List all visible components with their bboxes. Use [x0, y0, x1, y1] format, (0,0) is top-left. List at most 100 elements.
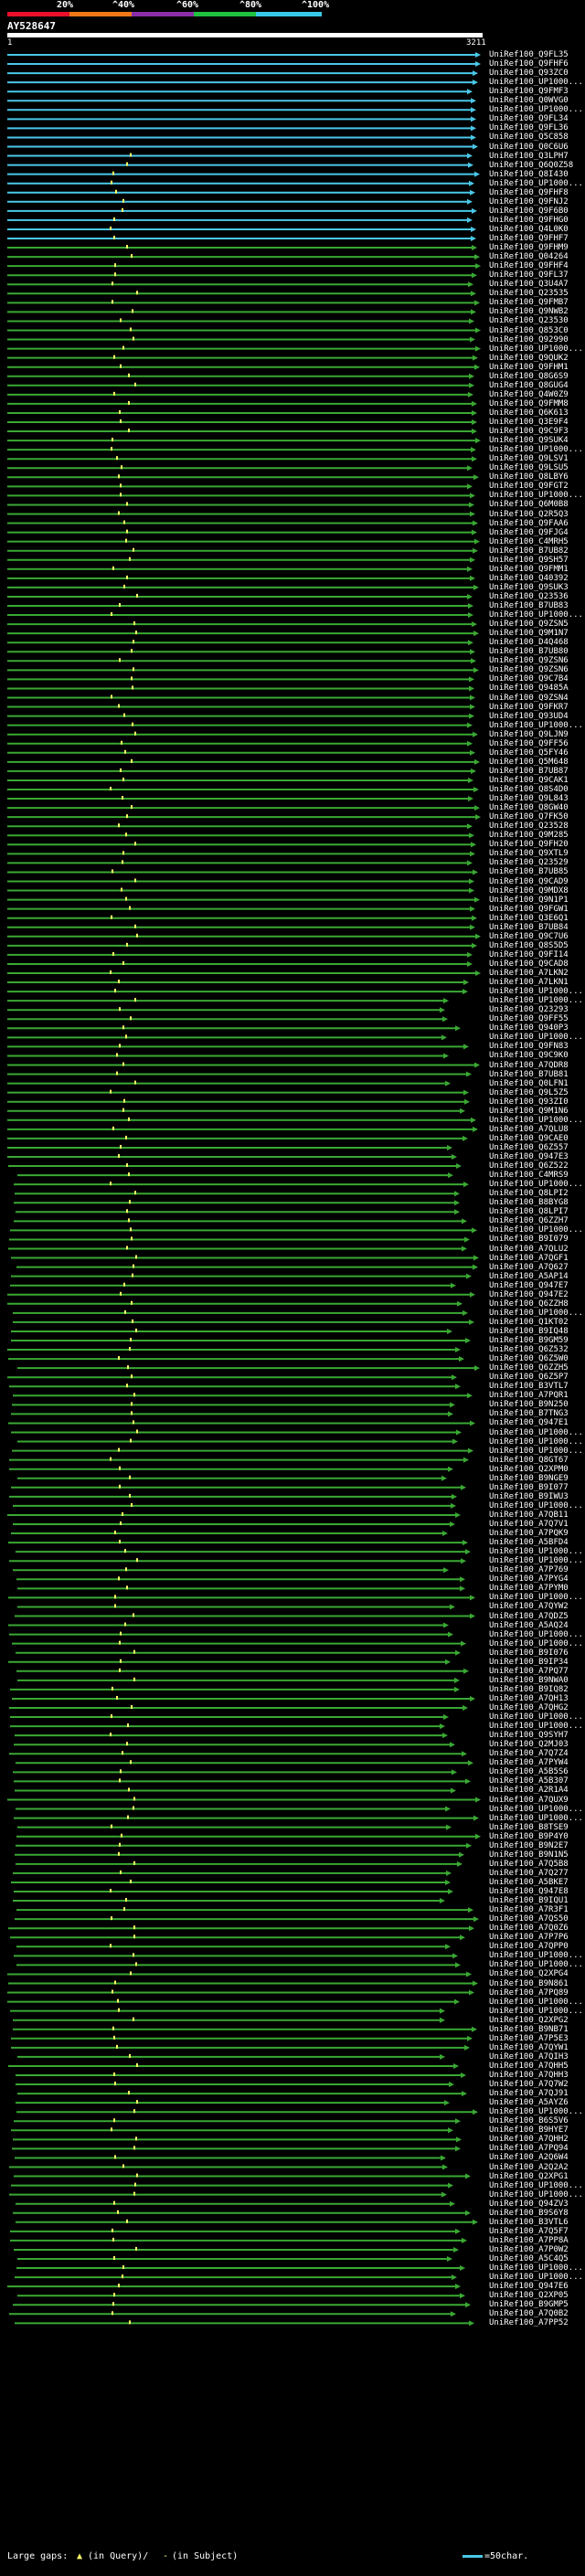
hit-label[interactable]: UniRef100_A7QUX9 — [489, 1795, 569, 1805]
hit-label[interactable]: UniRef100_B9GMP5 — [489, 2300, 569, 2310]
hit-label[interactable]: UniRef100_A7QYW2 — [489, 1602, 569, 1612]
hit-label[interactable]: UniRef100_Q5C858 — [489, 133, 569, 143]
hit-label[interactable]: UniRef100_A7Q5F7 — [489, 2226, 569, 2236]
hit-label[interactable]: UniRef100_Q9XTL9 — [489, 849, 569, 859]
hit-label[interactable]: UniRef100_Q9ZSN6 — [489, 665, 569, 675]
hit-label[interactable]: UniRef100_A7QIH3 — [489, 2051, 569, 2062]
hit-label[interactable]: UniRef100_A7P5E3 — [489, 2033, 569, 2043]
hit-label[interactable]: UniRef100_Q1KT02 — [489, 1317, 569, 1327]
hit-label[interactable]: UniRef100_Q9C9F3 — [489, 427, 569, 437]
hit-label[interactable]: UniRef100_A7LKN2 — [489, 969, 569, 978]
hit-label[interactable]: UniRef100_Q9FF55 — [489, 1014, 569, 1024]
hit-label[interactable]: UniRef100_Q9LJN9 — [489, 729, 569, 739]
hit-label[interactable]: UniRef100_B7UB80 — [489, 647, 569, 657]
hit-label[interactable]: UniRef100_A7QLU8 — [489, 1124, 569, 1134]
hit-label[interactable]: UniRef100_A7QDR8 — [489, 1060, 569, 1070]
hit-label[interactable]: UniRef100_Q9C7U6 — [489, 931, 569, 941]
hit-label[interactable]: UniRef100_Q6Z5P7 — [489, 1373, 569, 1383]
hit-label[interactable]: UniRef100_B7UB81 — [489, 1069, 569, 1079]
hit-label[interactable]: UniRef100_A5BKE7 — [489, 1877, 569, 1887]
hit-label[interactable]: UniRef100_Q9F6B0 — [489, 206, 569, 216]
hit-label[interactable]: UniRef100_Q947E7 — [489, 1280, 569, 1290]
hit-label[interactable]: UniRef100_A7Q5B8 — [489, 1859, 569, 1869]
hit-label[interactable]: UniRef100_Q9FGW1 — [489, 904, 569, 914]
hit-label[interactable]: UniRef100_UP1000... — [489, 105, 583, 115]
hit-label[interactable]: UniRef100_UP1000... — [489, 720, 583, 730]
hit-label[interactable]: UniRef100_A7P7P6 — [489, 1933, 569, 1943]
query-bar[interactable] — [7, 33, 483, 37]
hit-label[interactable]: UniRef100_Q6ZZH5 — [489, 1363, 569, 1373]
hit-label[interactable]: UniRef100_Q94ZV3 — [489, 2199, 569, 2209]
hit-label[interactable]: UniRef100_B3VTL6 — [489, 2217, 569, 2227]
hit-label[interactable]: UniRef100_Q8I430 — [489, 169, 569, 179]
hit-label[interactable]: UniRef100_B7UB85 — [489, 867, 569, 877]
hit-label[interactable]: UniRef100_UP1000... — [489, 987, 583, 997]
hit-label[interactable]: UniRef100_Q23293 — [489, 1005, 569, 1015]
hit-label[interactable]: UniRef100_Q4W0Z9 — [489, 389, 569, 399]
hit-label[interactable]: UniRef100_Q40392 — [489, 573, 569, 583]
hit-label[interactable]: UniRef100_Q2XPG1 — [489, 2171, 569, 2181]
hit-label[interactable]: UniRef100_Q9C9K0 — [489, 1051, 569, 1061]
hit-label[interactable]: UniRef100_Q9FH20 — [489, 840, 569, 850]
hit-label[interactable]: UniRef100_Q9FN83 — [489, 1042, 569, 1052]
hit-label[interactable]: UniRef100_A7QYW1 — [489, 2042, 569, 2052]
hit-label[interactable]: UniRef100_B9N1N5 — [489, 1850, 569, 1860]
hit-label[interactable]: UniRef100_UP1000... — [489, 1813, 583, 1823]
hit-label[interactable]: UniRef100_Q9QUK2 — [489, 353, 569, 363]
hit-label[interactable]: UniRef100_Q2R5Q3 — [489, 509, 569, 519]
hit-label[interactable]: UniRef100_A5BFD4 — [489, 1538, 569, 1548]
hit-label[interactable]: UniRef100_Q9LSU5 — [489, 463, 569, 473]
hit-label[interactable]: UniRef100_Q947E1 — [489, 1418, 569, 1428]
hit-label[interactable]: UniRef100_B9IP34 — [489, 1657, 569, 1667]
hit-label[interactable]: UniRef100_A7Q0Z6 — [489, 1924, 569, 1934]
hit-label[interactable]: UniRef100_B7UB87 — [489, 766, 569, 776]
hit-label[interactable]: UniRef100_Q853C0 — [489, 325, 569, 335]
hit-label[interactable]: UniRef100_UP1000... — [489, 344, 583, 354]
hit-label[interactable]: UniRef100_A7QHH5 — [489, 2061, 569, 2071]
hit-label[interactable]: UniRef100_B9HYE7 — [489, 2125, 569, 2136]
hit-label[interactable]: UniRef100_Q23529 — [489, 858, 569, 868]
hit-label[interactable]: UniRef100_Q9FMM8 — [489, 398, 569, 408]
hit-label[interactable]: UniRef100_Q9M1N6 — [489, 1106, 569, 1116]
hit-label[interactable]: UniRef100_Q7FK50 — [489, 812, 569, 822]
hit-label[interactable]: UniRef100_Q9ZSN5 — [489, 620, 569, 630]
hit-label[interactable]: UniRef100_Q9SH57 — [489, 555, 569, 565]
hit-label[interactable]: UniRef100_UP1000... — [489, 1547, 583, 1557]
hit-label[interactable]: UniRef100_B9IQ48 — [489, 1326, 569, 1336]
hit-label[interactable]: UniRef100_Q9FL35 — [489, 50, 569, 59]
hit-label[interactable]: UniRef100_Q9FNJ2 — [489, 196, 569, 207]
hit-label[interactable]: UniRef100_Q23528 — [489, 822, 569, 832]
hit-label[interactable]: UniRef100_Q8S4D0 — [489, 785, 569, 794]
hit-label[interactable]: UniRef100_UP1000... — [489, 996, 583, 1006]
hit-label[interactable]: UniRef100_Q9C7B4 — [489, 674, 569, 684]
hit-label[interactable]: UniRef100_B9IQ82 — [489, 1684, 569, 1694]
hit-label[interactable]: UniRef100_Q940P3 — [489, 1023, 569, 1034]
hit-label[interactable]: UniRef100_B3VTL7 — [489, 1382, 569, 1392]
hit-label[interactable]: UniRef100_Q6Z532 — [489, 1345, 569, 1355]
hit-label[interactable]: UniRef100_Q9FKR7 — [489, 702, 569, 712]
hit-label[interactable]: UniRef100_Q8LPI2 — [489, 1189, 569, 1199]
hit-label[interactable]: UniRef100_A7PQ77 — [489, 1666, 569, 1676]
hit-label[interactable]: UniRef100_Q2XPM0 — [489, 1464, 569, 1474]
hit-label[interactable]: UniRef100_Q9FHF4 — [489, 261, 569, 271]
hit-label[interactable]: UniRef100_UP1000... — [489, 1638, 583, 1648]
hit-label[interactable]: UniRef100_UP1000... — [489, 2273, 583, 2283]
hit-label[interactable]: UniRef100_Q9SUK4 — [489, 436, 569, 446]
hit-label[interactable]: UniRef100_A7Q7V1 — [489, 1520, 569, 1529]
hit-label[interactable]: UniRef100_C4MRH5 — [489, 536, 569, 546]
hit-label[interactable]: UniRef100_D4Q468 — [489, 638, 569, 648]
hit-label[interactable]: UniRef100_Q9M1N7 — [489, 629, 569, 639]
hit-label[interactable]: UniRef100_Q6Z5W0 — [489, 1354, 569, 1364]
hit-label[interactable]: UniRef100_A7QDZ5 — [489, 1611, 569, 1621]
hit-label[interactable]: UniRef100_B8TSE9 — [489, 1822, 569, 1832]
hit-label[interactable]: UniRef100_UP1000... — [489, 1951, 583, 1961]
hit-label[interactable]: UniRef100_Q6M0B8 — [489, 500, 569, 510]
hit-label[interactable]: UniRef100_UP1000... — [489, 491, 583, 501]
hit-label[interactable]: UniRef100_B6S5V6 — [489, 2116, 569, 2126]
hit-label[interactable]: UniRef100_Q9FL34 — [489, 114, 569, 124]
hit-label[interactable]: UniRef100_Q5M648 — [489, 757, 569, 767]
hit-label[interactable]: UniRef100_UP1000... — [489, 78, 583, 88]
hit-label[interactable]: UniRef100_B8BYG8 — [489, 1198, 569, 1208]
hit-label[interactable]: UniRef100_Q6K613 — [489, 408, 569, 418]
hit-label[interactable]: UniRef100_Q9CAD8 — [489, 959, 569, 969]
